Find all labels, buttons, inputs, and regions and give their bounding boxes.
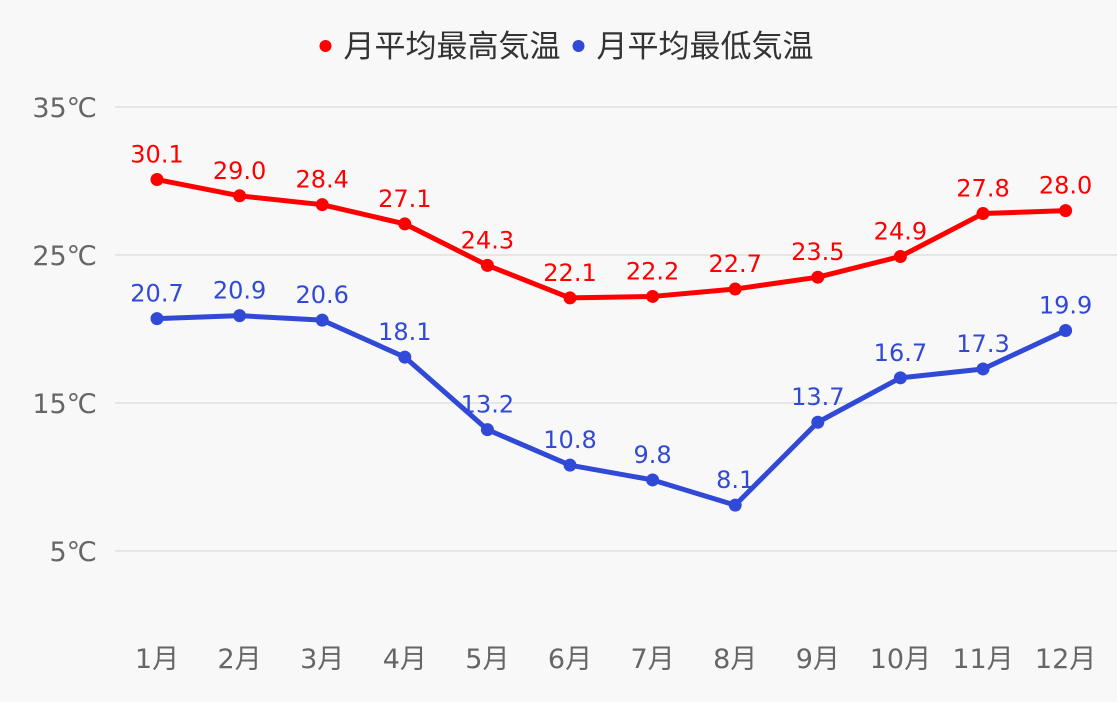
x-tick-label: 6月 (548, 644, 592, 675)
data-label: 8.1 (716, 466, 754, 494)
data-point[interactable] (728, 498, 742, 512)
data-point[interactable] (315, 198, 329, 212)
data-label: 23.5 (791, 238, 844, 266)
data-point[interactable] (1059, 204, 1073, 218)
data-point[interactable] (1059, 323, 1073, 337)
x-tick-label: 2月 (218, 644, 262, 675)
data-label: 27.1 (378, 185, 431, 213)
data-label: 24.3 (461, 226, 514, 254)
series-line (154, 177, 1069, 301)
data-label: 22.2 (626, 257, 679, 285)
data-label: 27.8 (956, 175, 1009, 203)
legend[interactable]: 月平均最高気温 月平均最低気温 (319, 29, 814, 65)
x-tick-label: 3月 (300, 644, 344, 675)
y-axis-ticks: 35℃ 25℃ 15℃ 5℃ (32, 93, 97, 568)
data-point[interactable] (563, 291, 577, 305)
series-1: 20.7 20.9 20.6 18.1 13.2 10.8 9.8 8.1 13.7 16.7 17… (130, 277, 1092, 512)
data-point[interactable] (480, 258, 494, 272)
x-tick-label: 4月 (383, 644, 427, 675)
data-point[interactable] (976, 362, 990, 376)
data-point[interactable] (233, 189, 247, 203)
data-label: 24.9 (874, 217, 927, 245)
legend-marker (319, 40, 332, 52)
data-label: 13.2 (461, 391, 514, 419)
data-label: 22.1 (543, 259, 596, 287)
data-point[interactable] (398, 217, 412, 231)
data-point[interactable] (563, 458, 577, 472)
legend-item-0[interactable]: 月平均最高気温 (319, 29, 561, 65)
data-label: 17.3 (956, 330, 1009, 358)
grid-layer (115, 106, 1117, 552)
x-tick-label: 1月 (135, 644, 179, 675)
x-tick-label: 10月 (870, 644, 931, 675)
series-line (154, 313, 1069, 508)
y-tick-label: 15℃ (32, 389, 97, 420)
data-point[interactable] (150, 312, 164, 326)
y-tick-label: 35℃ (32, 93, 97, 124)
x-tick-label: 12月 (1035, 644, 1096, 675)
data-point[interactable] (233, 309, 247, 323)
legend-marker (572, 40, 585, 52)
x-tick-label: 9月 (796, 644, 840, 675)
series-0: 30.1 29.0 28.4 27.1 24.3 22.1 22.2 22.7 23.5 24.9… (130, 141, 1092, 305)
y-tick-label: 25℃ (32, 241, 97, 272)
data-point[interactable] (150, 173, 164, 187)
data-label: 29.0 (213, 157, 266, 185)
y-tick-label: 5℃ (49, 537, 97, 568)
data-label: 9.8 (634, 441, 672, 469)
legend-label: 月平均最低気温 (597, 29, 814, 65)
x-axis-ticks: 1月 2月 3月 4月 5月 6月 7月 8月 9月 10月 11月 12月 (135, 644, 1096, 675)
series-layer: 30.1 29.0 28.4 27.1 24.3 22.1 22.2 22.7 23.5 24.9… (130, 141, 1092, 512)
data-label: 19.9 (1039, 291, 1092, 319)
data-point[interactable] (646, 289, 660, 303)
data-point[interactable] (811, 415, 825, 429)
legend-item-1[interactable]: 月平均最低気温 (572, 29, 814, 65)
data-label: 18.1 (378, 318, 431, 346)
data-label: 28.4 (295, 166, 348, 194)
data-label: 20.6 (295, 281, 348, 309)
data-label: 10.8 (543, 426, 596, 454)
x-tick-label: 8月 (713, 644, 757, 675)
data-label: 22.7 (708, 250, 761, 278)
data-point[interactable] (811, 270, 825, 284)
data-label: 20.7 (130, 280, 183, 308)
data-point[interactable] (976, 207, 990, 221)
data-label: 16.7 (874, 339, 927, 367)
data-point[interactable] (893, 371, 907, 385)
data-label: 28.0 (1039, 172, 1092, 200)
data-point[interactable] (398, 350, 412, 364)
data-point[interactable] (315, 313, 329, 327)
x-tick-label: 7月 (631, 644, 675, 675)
data-point[interactable] (893, 249, 907, 263)
data-label: 13.7 (791, 383, 844, 411)
legend-label: 月平均最高気温 (344, 29, 561, 65)
x-tick-label: 5月 (465, 644, 509, 675)
data-label: 20.9 (213, 277, 266, 305)
data-point[interactable] (646, 473, 660, 487)
data-label: 30.1 (130, 141, 183, 169)
data-point[interactable] (728, 282, 742, 296)
data-point[interactable] (480, 423, 494, 437)
x-tick-label: 11月 (952, 644, 1013, 675)
